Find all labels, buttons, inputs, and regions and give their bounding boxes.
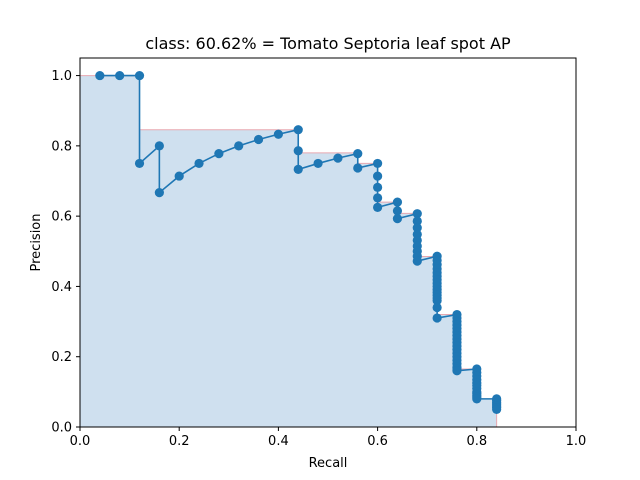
data-point <box>253 134 264 145</box>
x-tick-label: 0.6 <box>367 434 388 449</box>
y-axis: 0.0 0.2 0.4 0.6 0.8 1.0 <box>51 69 80 436</box>
data-point <box>373 182 383 192</box>
marker-layer <box>95 70 502 415</box>
data-point <box>134 70 145 81</box>
y-tick-label: 1.0 <box>51 69 72 84</box>
data-point <box>313 158 323 169</box>
data-point <box>452 366 462 376</box>
data-point <box>492 404 502 415</box>
data-point <box>373 193 383 203</box>
data-point <box>353 163 363 173</box>
x-axis: 0.0 0.2 0.4 0.6 0.8 1.0 <box>70 427 587 449</box>
y-tick-label: 0.2 <box>51 350 72 365</box>
data-point <box>293 125 303 135</box>
data-point <box>432 295 442 306</box>
data-point <box>432 302 442 313</box>
plot-frame <box>79 57 577 428</box>
data-point <box>194 158 204 169</box>
data-point <box>95 70 105 81</box>
y-tick-label: 0.4 <box>51 280 72 295</box>
y-axis-label: Precision <box>29 213 44 271</box>
ap-area <box>80 75 497 428</box>
data-point <box>134 158 145 169</box>
data-point <box>412 223 422 233</box>
data-point <box>472 394 482 404</box>
data-point <box>392 206 403 216</box>
data-point <box>373 171 383 181</box>
data-point <box>392 214 403 224</box>
data-point <box>412 216 422 226</box>
data-point <box>373 202 383 212</box>
data-point <box>353 148 363 159</box>
y-tick-label: 0.8 <box>51 139 72 154</box>
x-tick-label: 0.4 <box>268 434 289 449</box>
area-layer <box>80 75 497 428</box>
data-point <box>174 171 184 181</box>
data-point <box>273 129 283 139</box>
chart-title: class: 60.62% = Tomato Septoria leaf spo… <box>145 34 511 53</box>
data-point <box>154 141 164 151</box>
data-point <box>412 256 422 266</box>
data-point <box>333 153 343 163</box>
data-point <box>392 197 403 207</box>
data-point <box>293 164 303 175</box>
x-tick-label: 0.0 <box>70 434 91 449</box>
data-point <box>154 187 164 198</box>
data-point <box>214 148 224 159</box>
data-point <box>115 70 125 81</box>
data-point <box>373 158 383 169</box>
x-tick-label: 0.2 <box>169 434 190 449</box>
x-tick-label: 0.8 <box>466 434 487 449</box>
data-point <box>234 141 244 151</box>
y-tick-label: 0.0 <box>51 421 72 436</box>
data-point <box>293 146 303 156</box>
data-point <box>412 209 422 219</box>
x-axis-label: Recall <box>309 456 348 471</box>
data-point <box>432 313 442 323</box>
y-tick-label: 0.6 <box>51 210 72 225</box>
x-tick-label: 1.0 <box>566 434 587 449</box>
